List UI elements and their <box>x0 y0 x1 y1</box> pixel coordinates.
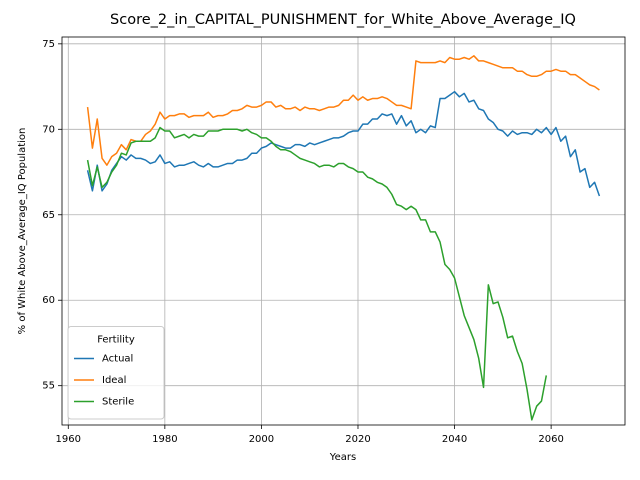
y-tick-label: 65 <box>42 210 55 221</box>
legend-box <box>67 326 165 420</box>
x-tick-label: 2040 <box>442 434 467 445</box>
plot-frame <box>61 36 626 426</box>
chart-title: Score_2_in_CAPITAL_PUNISHMENT_for_White_… <box>110 12 576 28</box>
legend-title: Fertility <box>97 335 135 346</box>
y-tick-label: 55 <box>42 381 55 392</box>
x-tick-label: 1960 <box>56 434 81 445</box>
y-tick-label: 60 <box>42 295 55 306</box>
x-tick-label: 1980 <box>152 434 177 445</box>
legend-label: Actual <box>102 354 133 365</box>
legend-label: Sterile <box>102 397 134 408</box>
x-axis-label: Years <box>329 452 356 463</box>
y-tick-label: 70 <box>42 124 55 135</box>
y-tick-label: 75 <box>42 39 55 50</box>
legend-label: Ideal <box>102 375 126 386</box>
x-tick-label: 2060 <box>538 434 563 445</box>
y-axis-label: % of White Above_Average_IQ Population <box>17 128 28 335</box>
x-tick-label: 2000 <box>249 434 274 445</box>
series-line <box>86 55 600 166</box>
series-line <box>86 90 601 197</box>
x-tick-label: 2020 <box>345 434 370 445</box>
series-line <box>86 126 548 421</box>
